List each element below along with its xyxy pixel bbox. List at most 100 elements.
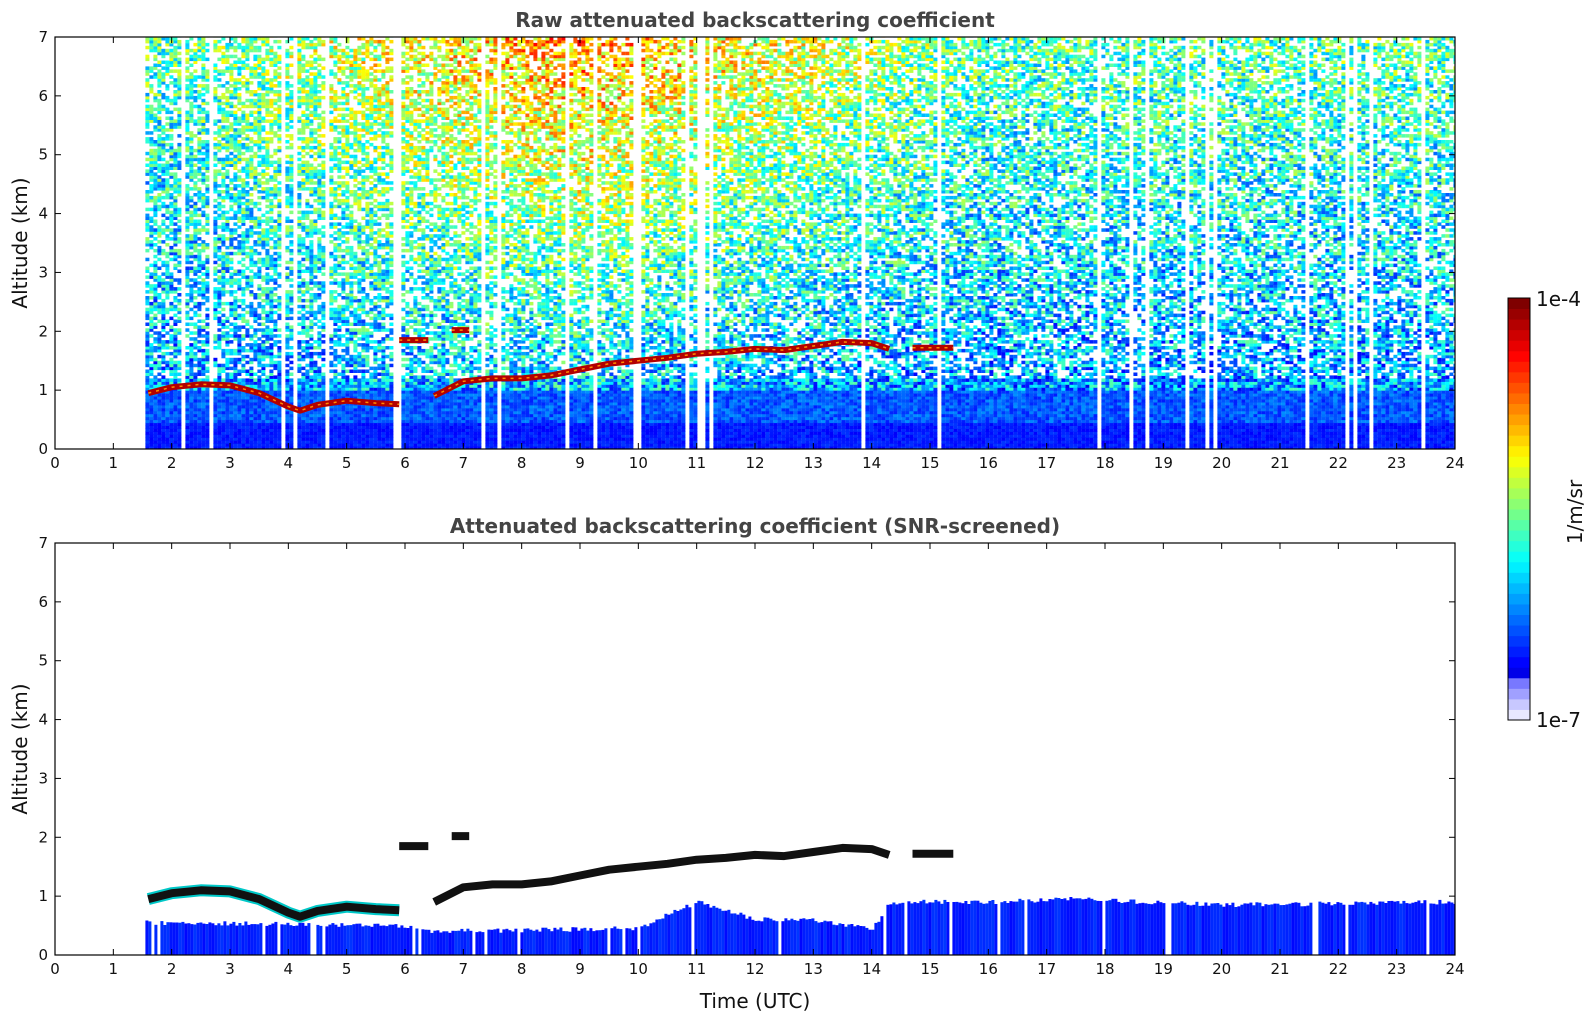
- raw-cell: [357, 208, 361, 212]
- raw-cell: [297, 164, 301, 168]
- raw-cell: [361, 331, 365, 335]
- raw-cell: [213, 364, 217, 368]
- raw-cell: [289, 111, 293, 115]
- raw-cell: [273, 375, 277, 379]
- raw-cell: [229, 134, 233, 138]
- raw-cell: [193, 405, 197, 409]
- raw-cell: [285, 228, 289, 232]
- raw-cell: [329, 178, 333, 182]
- raw-cell: [185, 90, 189, 94]
- raw-cell: [265, 69, 269, 73]
- raw-cell: [185, 328, 189, 332]
- raw-cell: [241, 346, 245, 350]
- raw-cell: [193, 105, 197, 109]
- raw-cell: [237, 334, 241, 338]
- raw-cell: [249, 281, 253, 285]
- raw-cell: [213, 261, 217, 265]
- raw-cell: [321, 81, 325, 85]
- raw-cell: [305, 214, 309, 218]
- raw-cell: [329, 311, 333, 315]
- raw-cell: [317, 75, 321, 79]
- raw-cell: [157, 125, 161, 129]
- raw-cell: [205, 75, 209, 79]
- raw-cell: [177, 308, 181, 312]
- raw-cell: [153, 302, 157, 306]
- raw-cell: [177, 146, 181, 150]
- raw-cell: [177, 405, 181, 409]
- raw-cell: [149, 49, 153, 53]
- raw-cell: [233, 46, 237, 50]
- raw-cell: [229, 311, 233, 315]
- raw-cell: [149, 364, 153, 368]
- raw-cell: [309, 302, 313, 306]
- raw-cell: [217, 125, 221, 129]
- raw-cell: [313, 311, 317, 315]
- raw-cell: [273, 117, 277, 121]
- raw-cell: [149, 75, 153, 79]
- raw-cell: [361, 320, 365, 324]
- raw-cell: [309, 255, 313, 258]
- raw-cell: [145, 364, 149, 368]
- raw-cell: [329, 275, 333, 279]
- raw-cell: [349, 370, 353, 374]
- raw-cell: [257, 352, 261, 356]
- raw-cell: [245, 434, 249, 438]
- raw-cell: [169, 405, 173, 409]
- raw-cell: [345, 414, 349, 418]
- raw-cell: [361, 364, 365, 368]
- raw-cell: [237, 317, 241, 321]
- raw-cell: [341, 440, 345, 444]
- raw-cell: [185, 111, 189, 115]
- raw-cell: [249, 75, 253, 79]
- raw-cell: [153, 358, 157, 362]
- raw-cell: [221, 255, 225, 258]
- raw-cell: [249, 249, 253, 253]
- raw-cell: [345, 328, 349, 332]
- raw-cell: [225, 81, 229, 85]
- raw-cell: [309, 323, 313, 327]
- raw-cell: [149, 152, 153, 156]
- raw-cell: [213, 434, 217, 438]
- raw-cell: [149, 334, 153, 338]
- raw-cell: [301, 323, 305, 327]
- raw-cell: [177, 240, 181, 244]
- raw-cell: [297, 181, 301, 185]
- raw-cell: [237, 117, 241, 121]
- raw-cell: [201, 249, 205, 253]
- raw-cell: [285, 81, 289, 85]
- raw-cell: [201, 117, 205, 121]
- raw-cell: [229, 122, 233, 126]
- raw-cell: [189, 378, 193, 382]
- raw-cell: [233, 323, 237, 327]
- raw-cell: [221, 337, 225, 341]
- raw-cell: [233, 349, 237, 353]
- raw-cell: [217, 172, 221, 176]
- raw-cell: [257, 420, 261, 424]
- raw-cell: [357, 122, 361, 126]
- raw-cell: [313, 181, 317, 185]
- raw-cell: [333, 343, 337, 347]
- raw-cell: [189, 337, 193, 341]
- raw-cell: [165, 134, 169, 138]
- raw-cell: [165, 320, 169, 324]
- raw-cell: [297, 152, 301, 156]
- raw-cell: [333, 290, 337, 294]
- raw-cell: [273, 205, 277, 209]
- raw-cell: [173, 78, 177, 82]
- raw-cell: [297, 96, 301, 100]
- raw-cell: [153, 275, 157, 279]
- raw-cell: [185, 184, 189, 188]
- raw-cell: [189, 240, 193, 244]
- raw-cell: [353, 405, 357, 409]
- raw-cell: [185, 267, 189, 271]
- raw-cell: [277, 414, 281, 418]
- raw-cell: [361, 187, 365, 191]
- raw-cell: [237, 378, 241, 382]
- raw-cell: [185, 434, 189, 438]
- raw-cell: [317, 343, 321, 347]
- raw-cell: [253, 352, 257, 356]
- raw-cell: [305, 426, 309, 430]
- raw-cell: [225, 358, 229, 362]
- raw-cell: [321, 434, 325, 438]
- raw-cell: [153, 114, 157, 118]
